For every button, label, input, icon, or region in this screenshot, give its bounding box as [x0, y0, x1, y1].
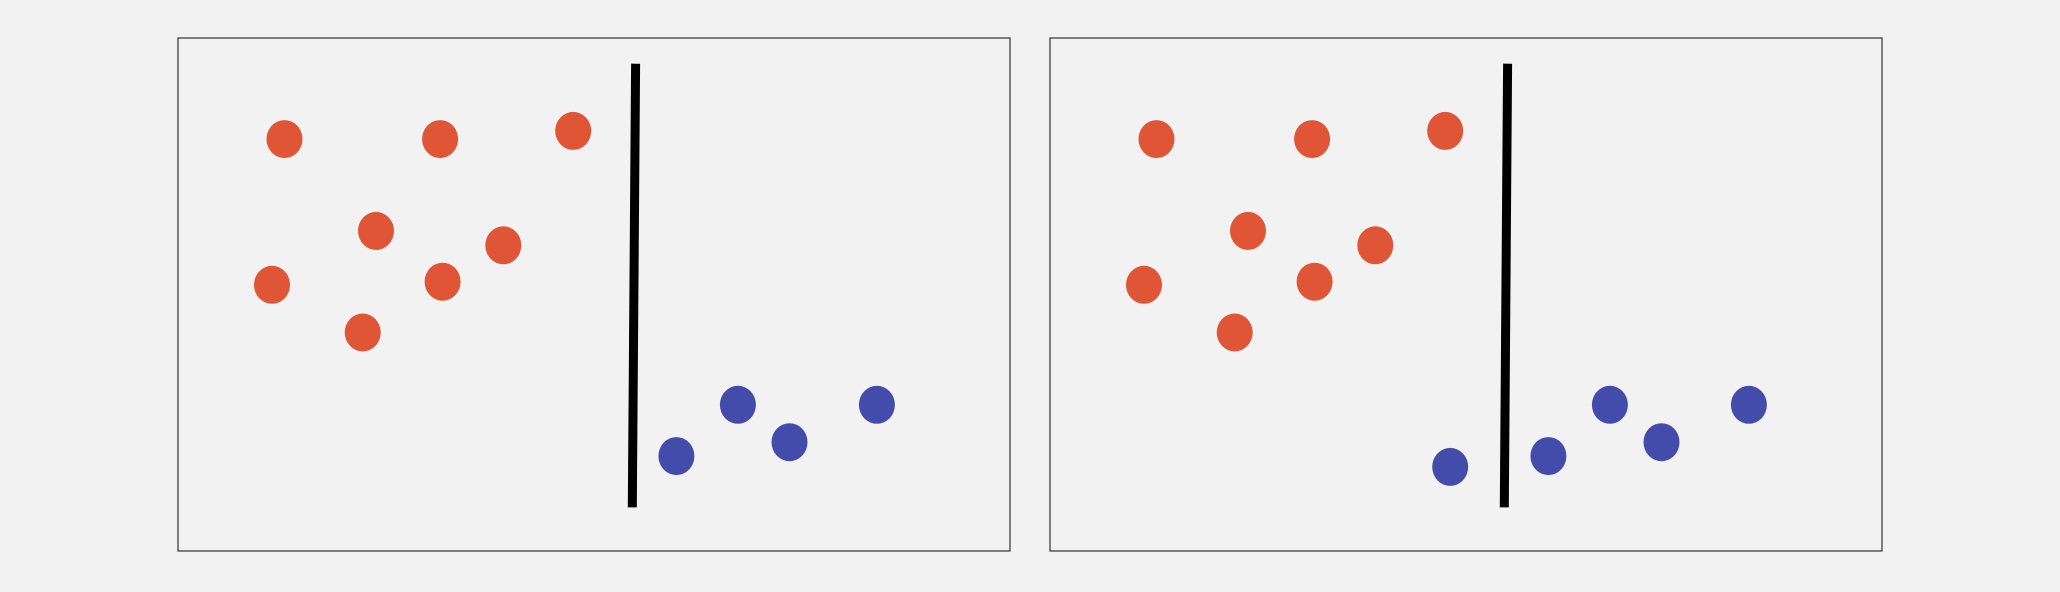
class-b-point [1643, 423, 1680, 462]
class-a-point [266, 120, 303, 159]
class-b-point [1591, 385, 1628, 424]
class-a-point [254, 265, 290, 304]
decision-boundary-line [627, 63, 641, 508]
class-b-point [1530, 437, 1567, 476]
class-a-point [1216, 313, 1253, 352]
class-a-point [1427, 111, 1464, 150]
class-a-point [424, 262, 461, 301]
class-a-point [1138, 120, 1175, 159]
class-b-point [1432, 447, 1469, 486]
class-a-point [1230, 211, 1266, 250]
class-a-point [1357, 226, 1394, 265]
class-b-point [771, 423, 808, 462]
left-panel-frame [177, 37, 1011, 552]
class-a-point [344, 313, 381, 352]
right-panel-marks [1126, 63, 1767, 508]
right-panel [1049, 37, 1883, 552]
class-a-point [358, 211, 394, 250]
left-panel [177, 37, 1011, 552]
class-a-point [555, 111, 592, 150]
left-panel-marks [254, 63, 895, 508]
class-a-point [485, 226, 522, 265]
class-a-point [1294, 120, 1331, 159]
class-a-point [1296, 262, 1333, 301]
class-b-point [719, 385, 756, 424]
decision-boundary-line [1499, 63, 1513, 508]
class-a-point [422, 120, 459, 159]
class-b-point [1730, 385, 1767, 424]
class-b-point [858, 385, 895, 424]
class-a-point [1126, 265, 1162, 304]
class-b-point [658, 437, 695, 476]
